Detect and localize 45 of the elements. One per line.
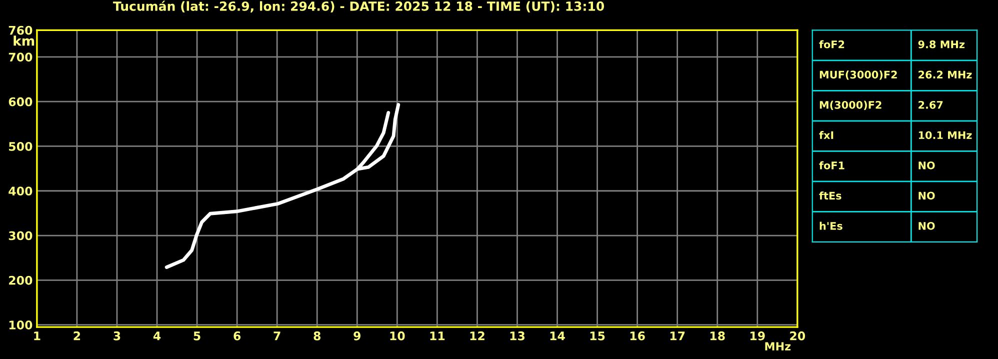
x-tick-label: 15 [590,332,605,340]
category-label: fxI [819,131,834,139]
x-tick-label: 8 [314,331,320,340]
y-tick-label: 500 [9,142,32,151]
text: 9.8 MHz [918,40,964,48]
category-label: h'Es [820,222,842,230]
y-tick-label: 300 [8,231,32,240]
x-tick-label: 5 [194,332,200,340]
y-tick-label: 700 [8,52,32,62]
y-tick-label: 760 [8,26,32,35]
x-tick-label: 12 [470,331,484,340]
category-label: foF1 [819,161,844,170]
x-axis-title: MHz [765,342,791,350]
x-tick-label: 6 [234,331,241,340]
category-label: M(3000)F2 [820,100,882,110]
category-label: MUF(3000)F2 [820,70,897,80]
y-tick-label: 100 [9,320,32,330]
chart-title: Tucumán (lat: -26.9, lon: 294.6) - DATE: 2025 12 18 - TIME (UT): 13:10 [113,0,604,12]
text: 10.1 MHz [918,131,972,140]
category-label: foF2 [819,40,844,48]
text: NO [918,222,935,230]
text: 2.67 [918,100,943,109]
x-tick-label: 13 [510,331,524,340]
x-tick-label: 14 [550,332,565,340]
x-tick-label: 9 [354,331,360,340]
x-tick-label: 17 [670,332,685,340]
text: 26.2 MHz [918,70,972,79]
x-tick-label: 2 [74,331,80,340]
y-tick-label: 200 [9,276,32,285]
x-tick-label: 3 [114,331,120,340]
text: NO [918,192,935,200]
x-tick-label: 19 [750,331,765,340]
x-tick-label: 1 [34,332,40,340]
category-label: ftEs [819,192,842,200]
text: NO [918,161,935,170]
x-tick-label: 11 [430,332,445,340]
y-axis-title: km [14,36,34,46]
x-tick-label: 18 [710,331,725,340]
x-tick-label: 7 [274,332,280,340]
x-tick-label: 4 [153,332,161,340]
y-tick-label: 600 [8,97,32,106]
x-tick-label: 10 [390,331,405,340]
x-tick-label: 16 [630,331,645,340]
y-tick-label: 400 [8,186,32,196]
x-tick-label: 20 [790,331,806,340]
